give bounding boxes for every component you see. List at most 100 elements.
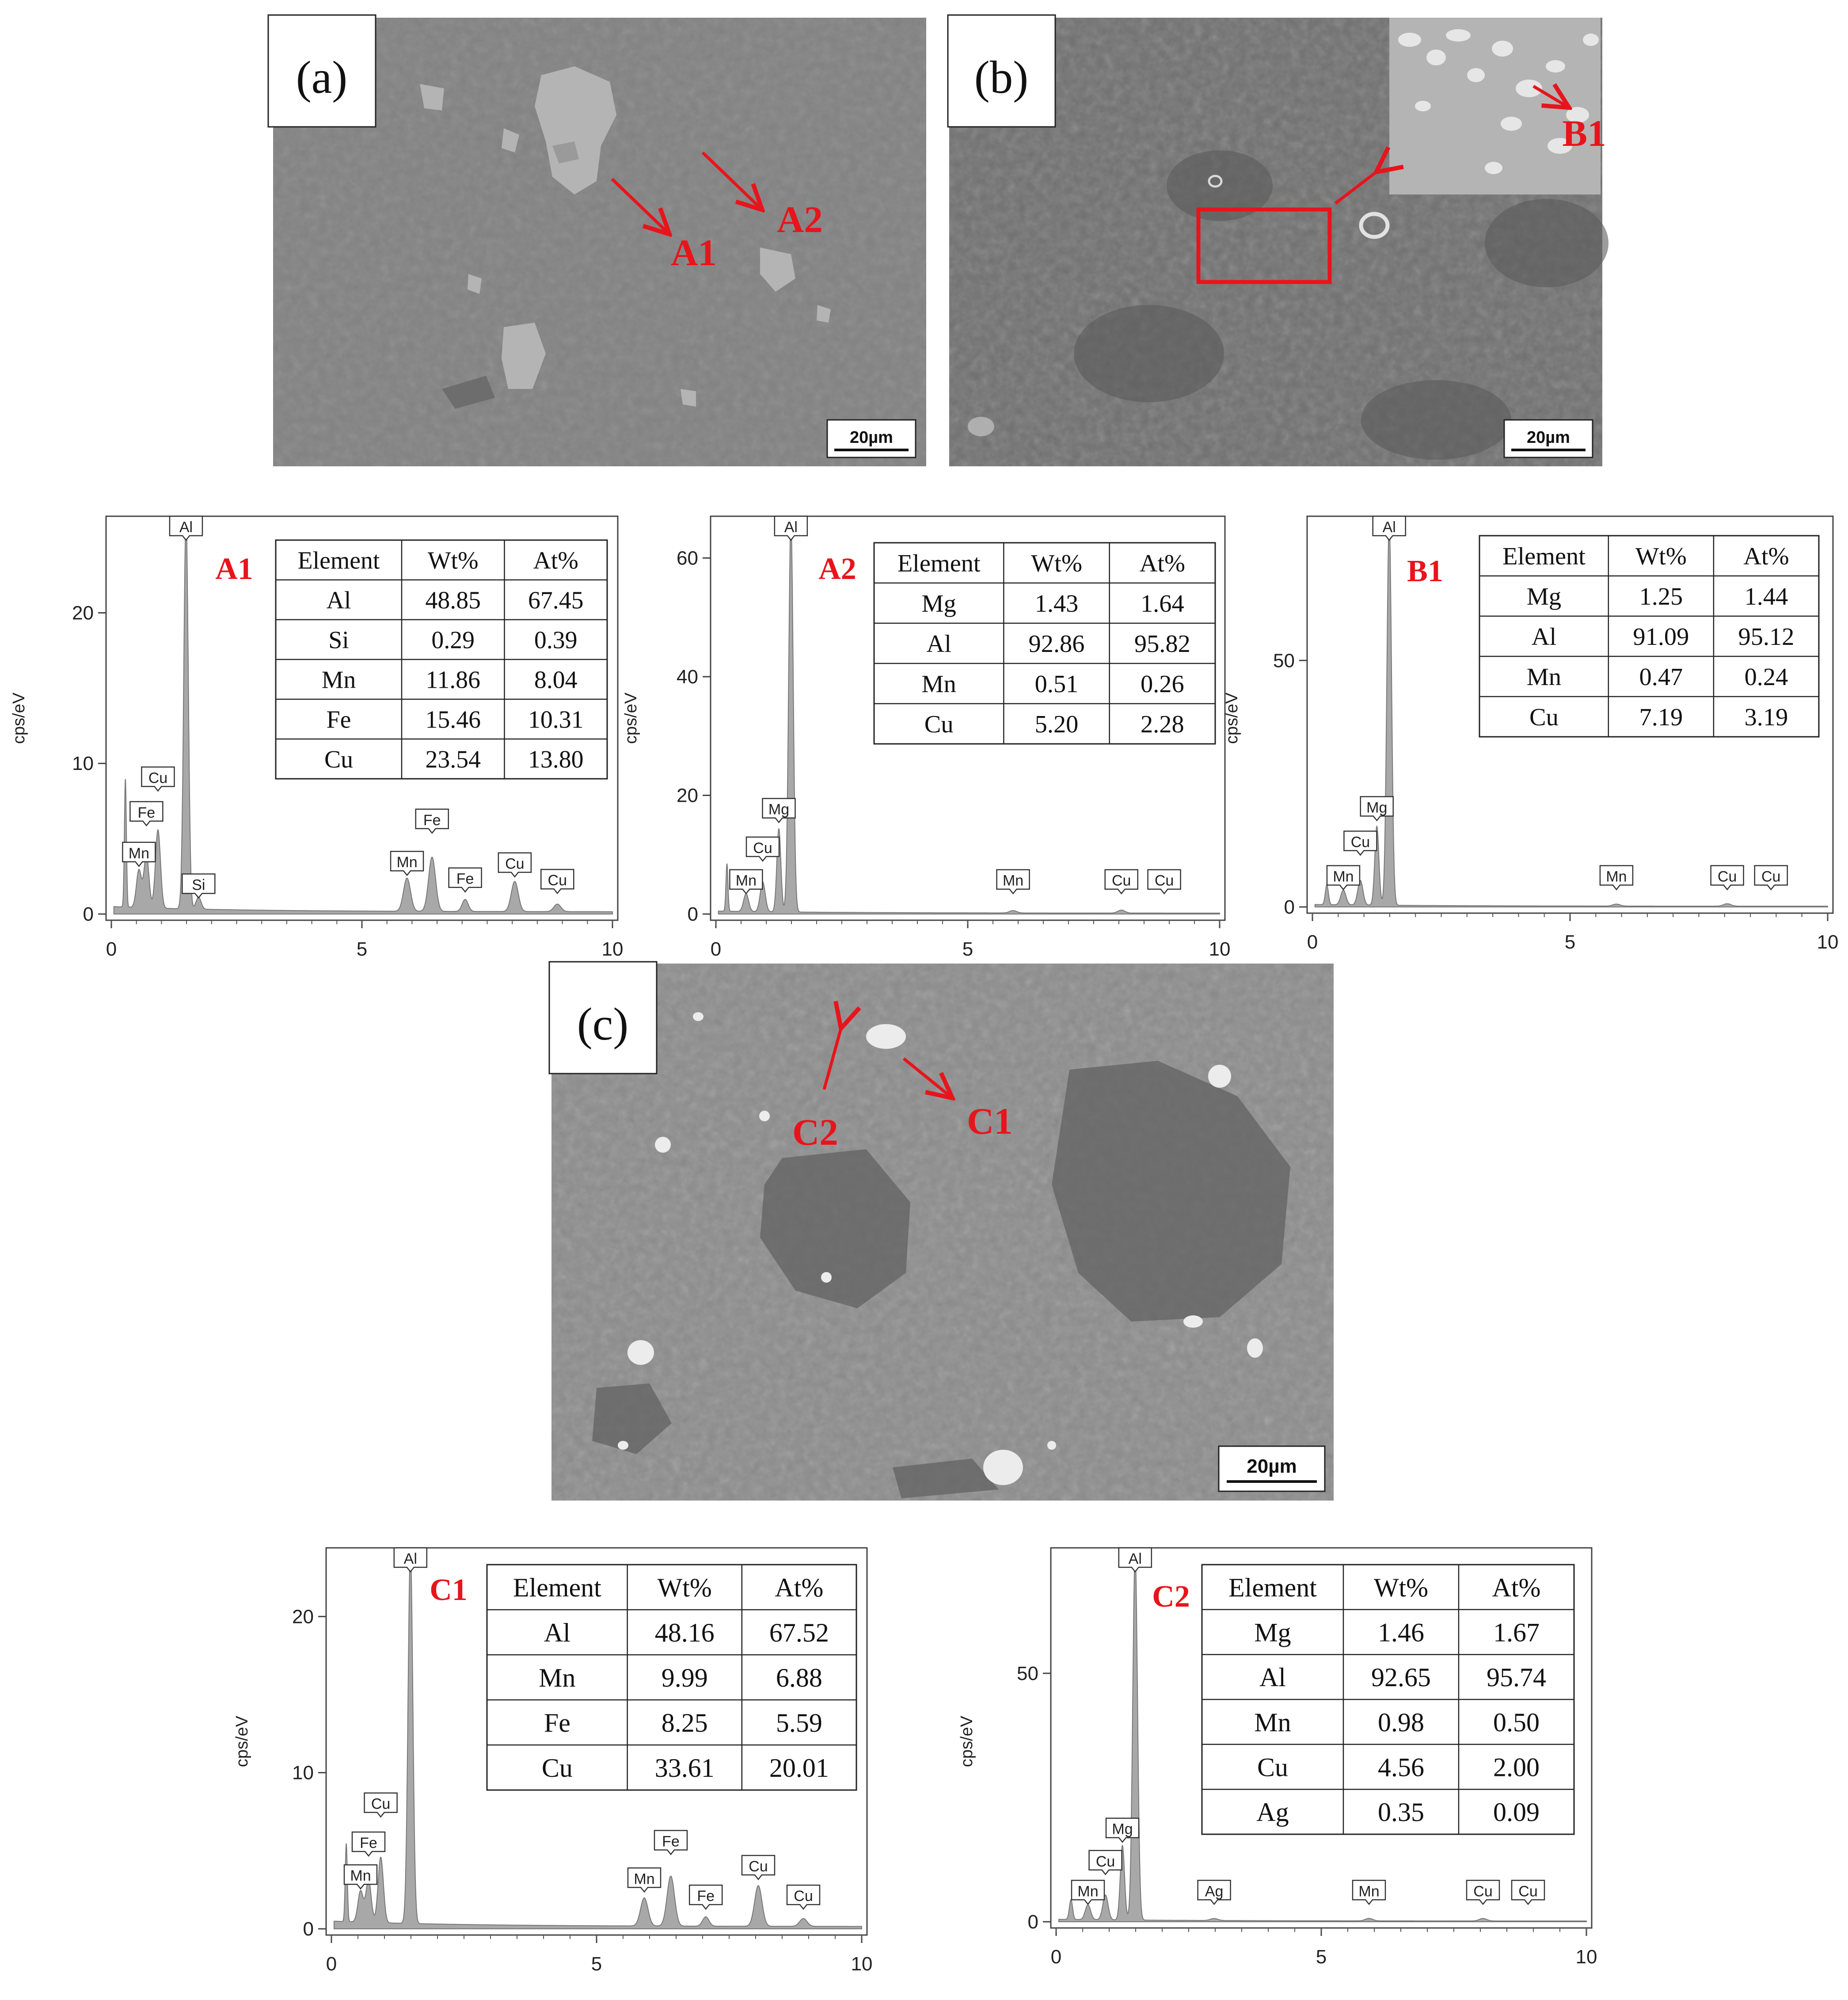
eds-panel-a1: 0 5 10 0 10 20 cps/eV Al Cu Fe Mn Si Mn Fe Fe Cu Cu A1 Ele…: [10, 515, 623, 960]
table-cell: Fe: [327, 706, 351, 734]
y-tick-label: 0: [1028, 1911, 1038, 1933]
y-tick-label: 50: [1273, 650, 1295, 671]
element-callout: [364, 1792, 398, 1818]
annotation-a1: A1: [671, 232, 717, 274]
table-cell: Mn: [922, 670, 956, 698]
table-cell: Mg: [1254, 1618, 1291, 1647]
table-header-cell: Wt%: [428, 547, 479, 575]
element-label: Cu: [794, 1888, 813, 1905]
table-cell: Mn: [1254, 1708, 1291, 1737]
element-label: Al: [1129, 1550, 1142, 1567]
table-header-cell: Element: [1228, 1573, 1317, 1602]
table-cell: 91.09: [1633, 623, 1689, 651]
table-header-cell: At%: [1492, 1573, 1540, 1602]
spot-label: C1: [430, 1573, 468, 1607]
x-tick-label: 0: [1307, 931, 1318, 953]
element-callout: [1343, 830, 1377, 856]
element-label: Cu: [1761, 869, 1780, 885]
element-callout: [786, 1884, 821, 1910]
x-tick-label: 5: [357, 938, 367, 960]
element-callout: [774, 515, 808, 541]
element-label: Mn: [634, 1870, 654, 1887]
x-tick-label: 5: [591, 1953, 602, 1975]
element-label: Mn: [396, 854, 417, 871]
micrograph-c-label-box: [548, 961, 658, 1074]
table-cell: Al: [327, 587, 351, 614]
table-cell: Cu: [1257, 1753, 1288, 1782]
element-label: Fe: [138, 804, 156, 821]
table-cell: Al: [544, 1618, 570, 1647]
table-cell: 67.45: [528, 587, 584, 614]
micrograph-c-dark-regions: [592, 1061, 1290, 1498]
element-label: Al: [784, 519, 798, 536]
y-tick-label: 0: [83, 903, 94, 925]
y-axis-label: cps/eV: [10, 692, 28, 744]
y-axis-label: cps/eV: [958, 1715, 976, 1767]
spot-label: B1: [1407, 554, 1443, 588]
table-cell: 0.26: [1141, 670, 1184, 698]
table-cell: 10.31: [528, 706, 584, 734]
element-callout: [1071, 1880, 1105, 1905]
table-cell: 1.46: [1378, 1618, 1424, 1647]
composition-table-c1: Element Wt% At% Al 48.16 67.52 Mn 9.99 6.88 Fe 8.2…: [486, 1564, 857, 1791]
table-cell: Ag: [1256, 1798, 1289, 1827]
spot-label: C2: [1152, 1580, 1190, 1614]
table-border: [873, 542, 1216, 745]
x-tick-label: 0: [326, 1953, 337, 1975]
element-label: Ag: [1205, 1883, 1224, 1900]
element-callout: [1104, 869, 1138, 895]
micrograph-a-label: (a): [296, 51, 348, 103]
micrograph-a-scale-text: 20µm: [850, 428, 893, 447]
micrograph-c-label: (c): [577, 998, 629, 1050]
eds-panel-b1: 0 5 10 0 50 cps/eV Al Mg Cu Mn Mn Cu Cu B1 Element Wt% A…: [1223, 515, 1838, 953]
table-cell: Cu: [924, 711, 954, 738]
element-callout: [182, 873, 216, 899]
table-cell: Mn: [539, 1663, 575, 1692]
element-callout: [390, 850, 424, 876]
eds-spectrum-a1: [113, 522, 613, 914]
element-label: Cu: [1473, 1883, 1492, 1900]
micrograph-a: (a) 20µm A1 A2: [267, 14, 926, 466]
x-tick-label: 5: [1565, 931, 1575, 953]
eds-panels: 0 5 10 0 10 20 cps/eV Al Cu Fe Mn Si Mn Fe Fe Cu Cu A1 Ele…: [10, 515, 1838, 1975]
element-label: Mn: [736, 872, 757, 889]
element-callout: [1466, 1880, 1500, 1905]
element-callout: [1599, 865, 1634, 891]
y-tick-label: 40: [677, 666, 698, 688]
table-cell: 11.86: [426, 667, 480, 694]
arrow-c1: [902, 1057, 950, 1096]
table-cell: 2.00: [1493, 1753, 1540, 1782]
element-callout: [1105, 1817, 1140, 1843]
element-label: Fe: [360, 1835, 377, 1851]
micrograph-b-inset-precipitates: [1398, 29, 1599, 174]
element-label: Cu: [749, 1858, 768, 1875]
table-cell: 8.04: [534, 667, 578, 694]
table-cell: 4.56: [1378, 1753, 1424, 1782]
table-cell: Al: [926, 630, 951, 658]
x-tick-label: 10: [851, 1953, 873, 1975]
eds-spectrum-c1: [334, 1554, 863, 1929]
table-header-cell: At%: [533, 547, 578, 575]
table-cell: 1.67: [1493, 1618, 1540, 1647]
table-header-cell: Wt%: [1374, 1573, 1428, 1602]
table-border: [1479, 535, 1820, 738]
table-cell: 8.25: [662, 1708, 708, 1737]
element-callout: [1197, 1880, 1231, 1905]
table-cell: 92.65: [1371, 1663, 1431, 1692]
table-cell: 0.98: [1378, 1708, 1424, 1737]
x-tick-label: 0: [711, 938, 721, 960]
arrow-b-to-inset: [1334, 170, 1379, 205]
micrograph-a-particles: [420, 66, 831, 407]
element-callout: [1754, 865, 1788, 891]
table-header-cell: At%: [1743, 543, 1789, 570]
element-label: Mn: [129, 845, 149, 862]
element-label: Al: [179, 519, 193, 536]
element-callout: [1326, 865, 1361, 891]
y-tick-label: 50: [1017, 1663, 1038, 1684]
table-cell: Mn: [322, 667, 356, 694]
x-tick-label: 5: [962, 938, 973, 960]
table-header-cell: Wt%: [1635, 543, 1687, 570]
micrograph-a-label-box: [267, 14, 376, 128]
table-header-cell: Element: [298, 547, 380, 575]
table-cell: 67.52: [769, 1618, 829, 1647]
